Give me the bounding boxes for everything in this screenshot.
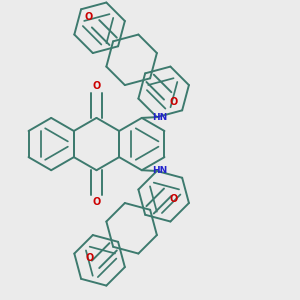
Text: HN: HN (152, 113, 167, 122)
Text: O: O (169, 98, 177, 107)
Text: O: O (92, 197, 101, 207)
Text: O: O (92, 81, 101, 91)
Text: O: O (86, 253, 94, 263)
Text: HN: HN (152, 166, 167, 175)
Text: O: O (85, 12, 93, 22)
Text: O: O (169, 194, 177, 204)
